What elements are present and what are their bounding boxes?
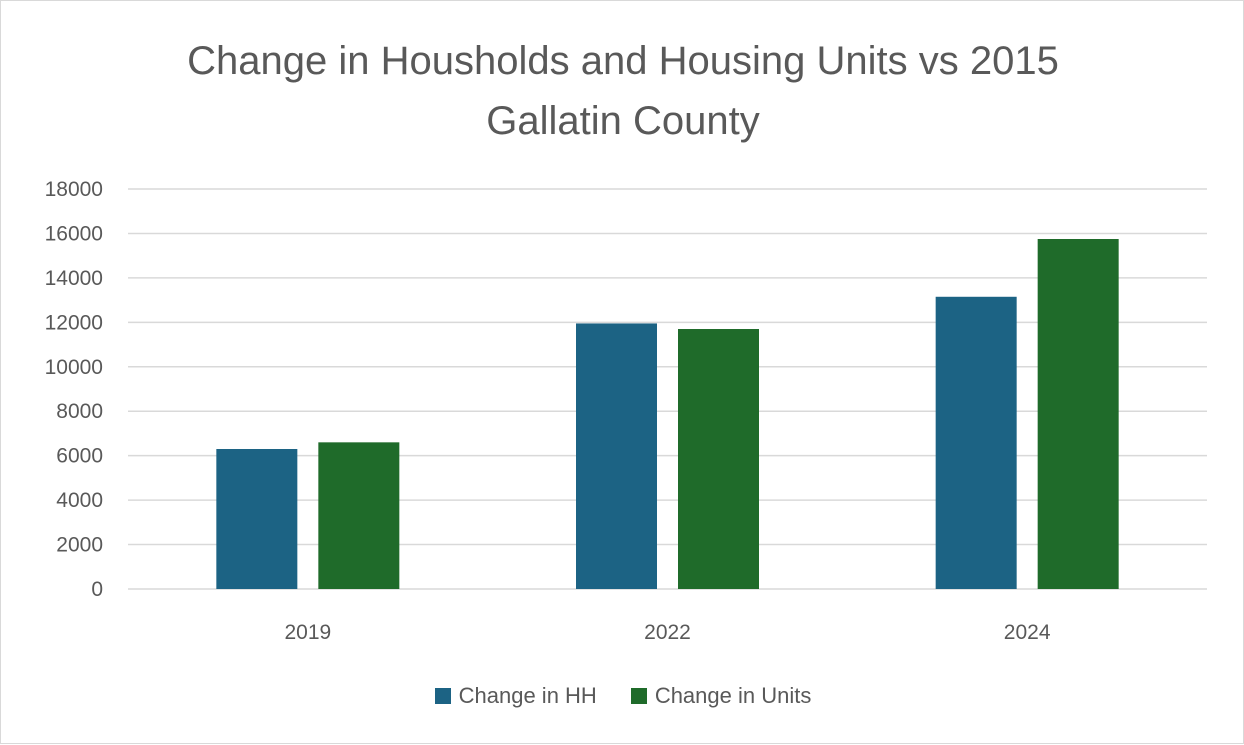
y-tick-label: 2000	[56, 534, 103, 557]
y-tick-label: 4000	[56, 489, 103, 512]
legend-item-hh: Change in HH	[434, 683, 597, 709]
y-axis-labels: 0 2000 4000 6000 8000 10000 12000 14000 16000 180…	[45, 178, 103, 601]
legend-label-units: Change in Units	[654, 683, 812, 708]
bars	[216, 239, 1119, 589]
bar-hh-2019	[216, 449, 298, 589]
legend-item-units: Change in Units	[630, 683, 812, 709]
bar-hh-2022	[576, 323, 657, 589]
chart-subtitle: Gallatin County	[486, 99, 760, 143]
y-tick-label: 6000	[56, 445, 103, 468]
chart-title: Change in Housholds and Housing Units vs…	[187, 39, 1059, 83]
y-tick-label: 8000	[56, 400, 103, 423]
y-tick-label: 18000	[45, 178, 103, 201]
x-tick-label: 2019	[284, 621, 331, 644]
x-axis-labels: 2019 2022 2024	[284, 621, 1050, 644]
y-tick-label: 14000	[45, 267, 103, 290]
legend: Change in HH Change in Units	[1, 683, 1244, 709]
y-tick-label: 12000	[45, 311, 103, 334]
bar-hh-2024	[935, 296, 1017, 589]
legend-label-hh: Change in HH	[458, 683, 597, 708]
y-tick-label: 10000	[45, 356, 103, 379]
bar-units-2022	[678, 329, 759, 589]
x-tick-label: 2022	[644, 621, 691, 644]
legend-swatch-units	[630, 688, 647, 704]
bar-units-2024	[1037, 239, 1119, 589]
gridlines	[128, 188, 1207, 590]
chart-title-block: Change in Housholds and Housing Units vs…	[1, 31, 1244, 151]
x-tick-label: 2024	[1004, 621, 1051, 644]
bar-units-2019	[318, 442, 400, 589]
legend-swatch-hh	[434, 688, 451, 704]
y-tick-label: 16000	[45, 222, 103, 245]
y-tick-label: 0	[91, 578, 103, 601]
